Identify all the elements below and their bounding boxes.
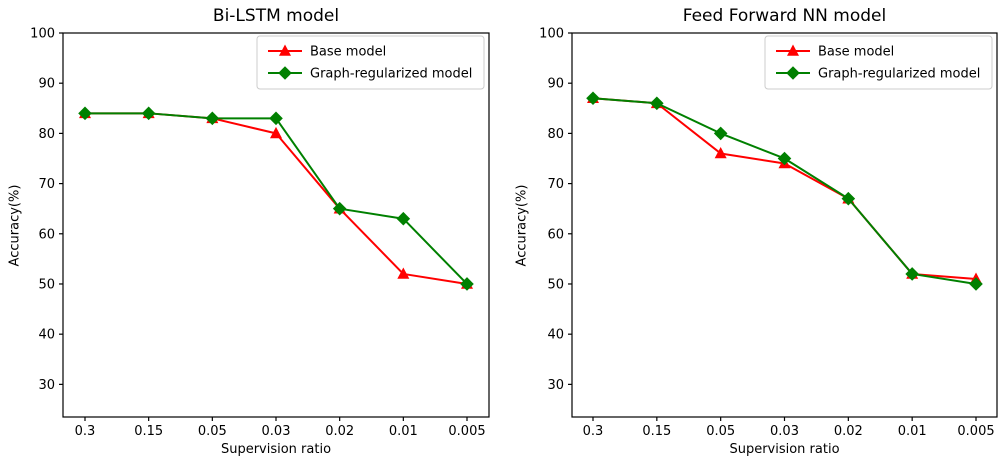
- x-tick-label: 0.15: [642, 424, 671, 439]
- legend-label: Base model: [310, 45, 386, 60]
- plot-area-ffnn: 30 40 50 60 70 80 90 100 0.3 0.15 0.05 0.03 0.02 0.01…: [539, 27, 998, 439]
- y-tick-label: 80: [547, 127, 564, 142]
- x-tick-label: 0.3: [75, 424, 96, 439]
- x-tick-label: 0.01: [898, 424, 927, 439]
- diamond-marker: [269, 111, 283, 126]
- chart-title-ffnn: Feed Forward NN model: [682, 6, 887, 26]
- y-tick-label: 90: [547, 77, 564, 92]
- y-tick-label: 70: [547, 177, 564, 192]
- y-tick-label: 60: [38, 227, 55, 242]
- triangle-up-marker: [397, 267, 410, 279]
- x-tick-label: 0.3: [583, 424, 604, 439]
- legend-label: Base model: [818, 45, 894, 60]
- y-tick-label: 90: [38, 77, 55, 92]
- axes-frame: [571, 32, 998, 418]
- x-tick-label: 0.03: [262, 424, 291, 439]
- y-tick-label: 100: [30, 27, 55, 42]
- y-tick-label: 60: [547, 227, 564, 242]
- x-tick-label: 0.02: [325, 424, 354, 439]
- plot-area-bilstm: 30 40 50 60 70 80 90 100 0.3 0.15 0.05 0.03 0.02 0.01…: [30, 27, 490, 439]
- x-tick-label: 0.05: [706, 424, 735, 439]
- x-tick-label: 0.15: [134, 424, 163, 439]
- triangle-up-marker: [714, 146, 727, 159]
- legend-box: [764, 35, 993, 90]
- diamond-marker: [332, 201, 347, 216]
- diamond-marker: [713, 126, 728, 141]
- y-tick-label: 40: [547, 328, 564, 343]
- x-tick-label: 0.005: [957, 424, 994, 439]
- series-line: [592, 97, 977, 280]
- diamond-marker: [141, 106, 156, 121]
- diamond-marker: [841, 191, 856, 206]
- diamond-marker: [278, 66, 292, 80]
- legend-box: [256, 35, 485, 90]
- series-line: [592, 97, 977, 285]
- diamond-marker: [460, 277, 474, 291]
- triangle-up-marker: [787, 44, 799, 56]
- diamond-marker: [650, 96, 664, 111]
- legend-label: Graph-regularized model: [310, 67, 472, 82]
- x-tick-label: 0.03: [770, 424, 799, 439]
- diamond-marker: [905, 267, 919, 281]
- x-tick-label: 0.02: [834, 424, 863, 439]
- triangle-up-marker: [270, 126, 282, 139]
- diamond-marker: [205, 111, 220, 126]
- y-tick-label: 100: [539, 27, 564, 42]
- series-line: [85, 112, 468, 285]
- x-axis-label-ffnn: Supervision ratio: [729, 442, 840, 457]
- chart-title-bilstm: Bi-LSTM model: [212, 6, 340, 26]
- series-line: [85, 112, 468, 285]
- diamond-marker: [78, 106, 92, 121]
- diamond-marker: [396, 211, 411, 226]
- y-tick-label: 30: [38, 378, 55, 393]
- y-tick-label: 50: [547, 277, 564, 292]
- axes-frame: [62, 32, 490, 418]
- x-tick-label: 0.01: [389, 424, 418, 439]
- x-tick-label: 0.005: [448, 424, 485, 439]
- y-tick-label: 50: [38, 277, 55, 292]
- x-axis-label-bilstm: Supervision ratio: [220, 442, 332, 457]
- y-tick-label: 40: [38, 328, 55, 343]
- x-tick-label: 0.05: [198, 424, 227, 439]
- legend-label: Graph-regularized model: [818, 67, 980, 82]
- triangle-up-marker: [279, 44, 291, 56]
- y-tick-label: 70: [38, 177, 55, 192]
- y-tick-label: 80: [38, 127, 55, 142]
- y-tick-label: 30: [547, 378, 564, 393]
